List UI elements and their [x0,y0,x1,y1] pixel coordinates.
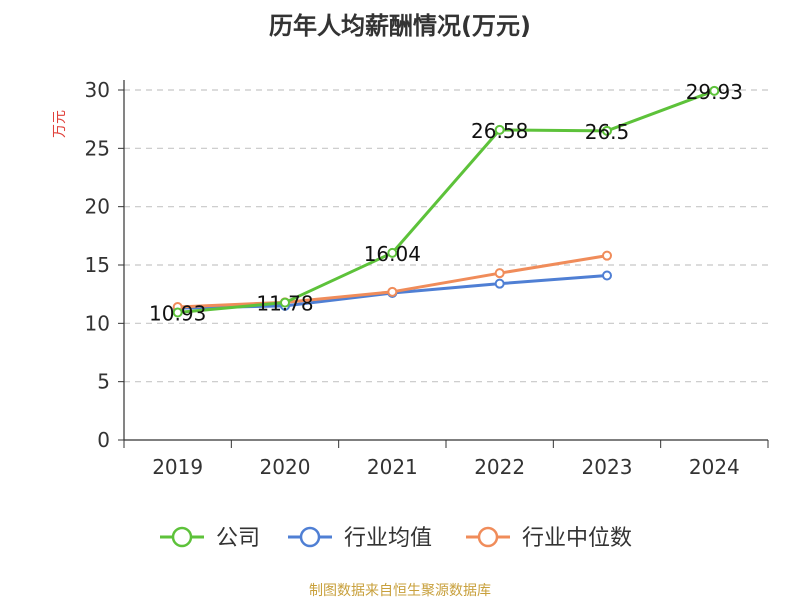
legend-item-label: 公司 [216,526,260,551]
x-tick-label: 2019 [152,455,203,479]
data-label: 16.04 [364,242,421,266]
y-tick-label: 10 [85,311,110,335]
data-label: 26.5 [585,120,630,144]
x-tick-label: 2024 [689,455,740,479]
y-tick-label: 30 [85,78,110,102]
data-label: 26.58 [471,119,528,143]
legend-item-label: 行业中位数 [522,526,632,551]
y-axis-label: 万元 [52,110,68,138]
data-point [387,286,398,297]
data-point [602,250,612,261]
data-point [602,270,612,281]
x-tick-label: 2022 [474,455,525,479]
data-source-footer: 制图数据来自恒生聚源数据库 [309,583,491,599]
data-label: 29.93 [686,80,743,104]
data-point [494,268,505,279]
legend-swatch-marker [299,526,321,548]
chart-title: 历年人均薪酬情况(万元) [269,12,531,40]
data-point [494,278,505,289]
legend-swatch-marker [171,526,193,548]
legend-swatch-marker [477,526,499,548]
data-point [172,307,183,318]
data-point [602,125,612,136]
x-tick-label: 2023 [582,455,633,479]
y-tick-label: 5 [97,370,110,394]
legend-item-label: 行业均值 [344,526,432,551]
data-label: 10.93 [149,301,206,325]
x-tick-label: 2021 [367,455,418,479]
data-label: 11.78 [256,292,313,316]
data-point [709,85,720,96]
data-point [494,124,505,135]
data-point [387,247,398,258]
y-tick-label: 15 [85,253,110,277]
x-tick-label: 2020 [260,455,311,479]
data-point [280,297,290,308]
y-tick-label: 20 [85,195,110,219]
series-line-0 [177,89,715,314]
y-tick-label: 25 [85,136,110,160]
y-tick-label: 0 [97,428,110,452]
